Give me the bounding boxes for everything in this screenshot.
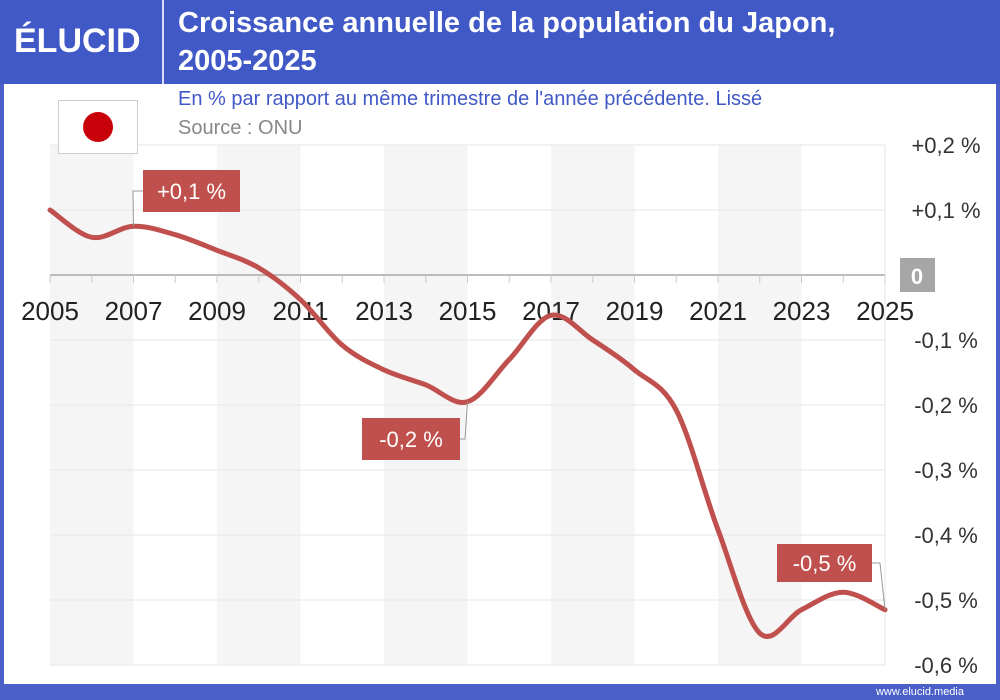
y-tick-label: -0,2 % xyxy=(914,393,978,418)
y-tick-label: -0,1 % xyxy=(914,328,978,353)
zero-label-bg xyxy=(900,258,935,292)
annotation-box xyxy=(362,418,460,460)
chart-title: Croissance annuelle de la population du … xyxy=(178,4,998,80)
footer-url[interactable]: www.elucid.media xyxy=(875,686,964,698)
annotation-label: +0,1 % xyxy=(157,179,226,204)
japan-flag-icon xyxy=(58,100,138,154)
annotation-box xyxy=(777,544,872,582)
x-tick-label: 2007 xyxy=(105,296,163,326)
title-line-1: Croissance annuelle de la population du … xyxy=(178,7,836,39)
x-tick-label: 2009 xyxy=(188,296,246,326)
chart-subtitle: En % par rapport au même trimestre de l'… xyxy=(178,88,763,110)
x-tick-label: 2013 xyxy=(355,296,413,326)
header-divider xyxy=(162,0,164,84)
x-tick-label: 2019 xyxy=(606,296,664,326)
y-tick-label: +0,1 % xyxy=(911,198,980,223)
annotation-label: -0,5 % xyxy=(793,551,857,576)
x-tick-label: 2005 xyxy=(21,296,79,326)
y-tick-label: -0,4 % xyxy=(914,523,978,548)
series-line xyxy=(47,207,888,639)
x-tick-label: 2023 xyxy=(773,296,831,326)
x-tick-label: 2015 xyxy=(439,296,497,326)
annotation-leader xyxy=(460,401,468,440)
y-tick-label: +0,2 % xyxy=(911,133,980,158)
x-tick-label: 2025 xyxy=(856,296,914,326)
annotation-label: -0,2 % xyxy=(379,427,443,452)
chart-source: Source : ONU xyxy=(178,117,303,139)
header: ÉLUCID Croissance annuelle de la populat… xyxy=(0,0,1000,84)
y-tick-label: -0,3 % xyxy=(914,458,978,483)
x-tick-label: 2021 xyxy=(689,296,747,326)
y-tick-label: 0 xyxy=(911,264,923,289)
annotation-leader xyxy=(872,562,886,610)
title-line-2: 2005-2025 xyxy=(178,45,317,77)
annotation-box xyxy=(143,170,240,212)
elucid-logo: ÉLUCID xyxy=(14,22,141,60)
annotation-leader xyxy=(132,190,143,227)
y-tick-label: -0,5 % xyxy=(914,588,978,613)
y-tick-label: -0,6 % xyxy=(914,653,978,678)
